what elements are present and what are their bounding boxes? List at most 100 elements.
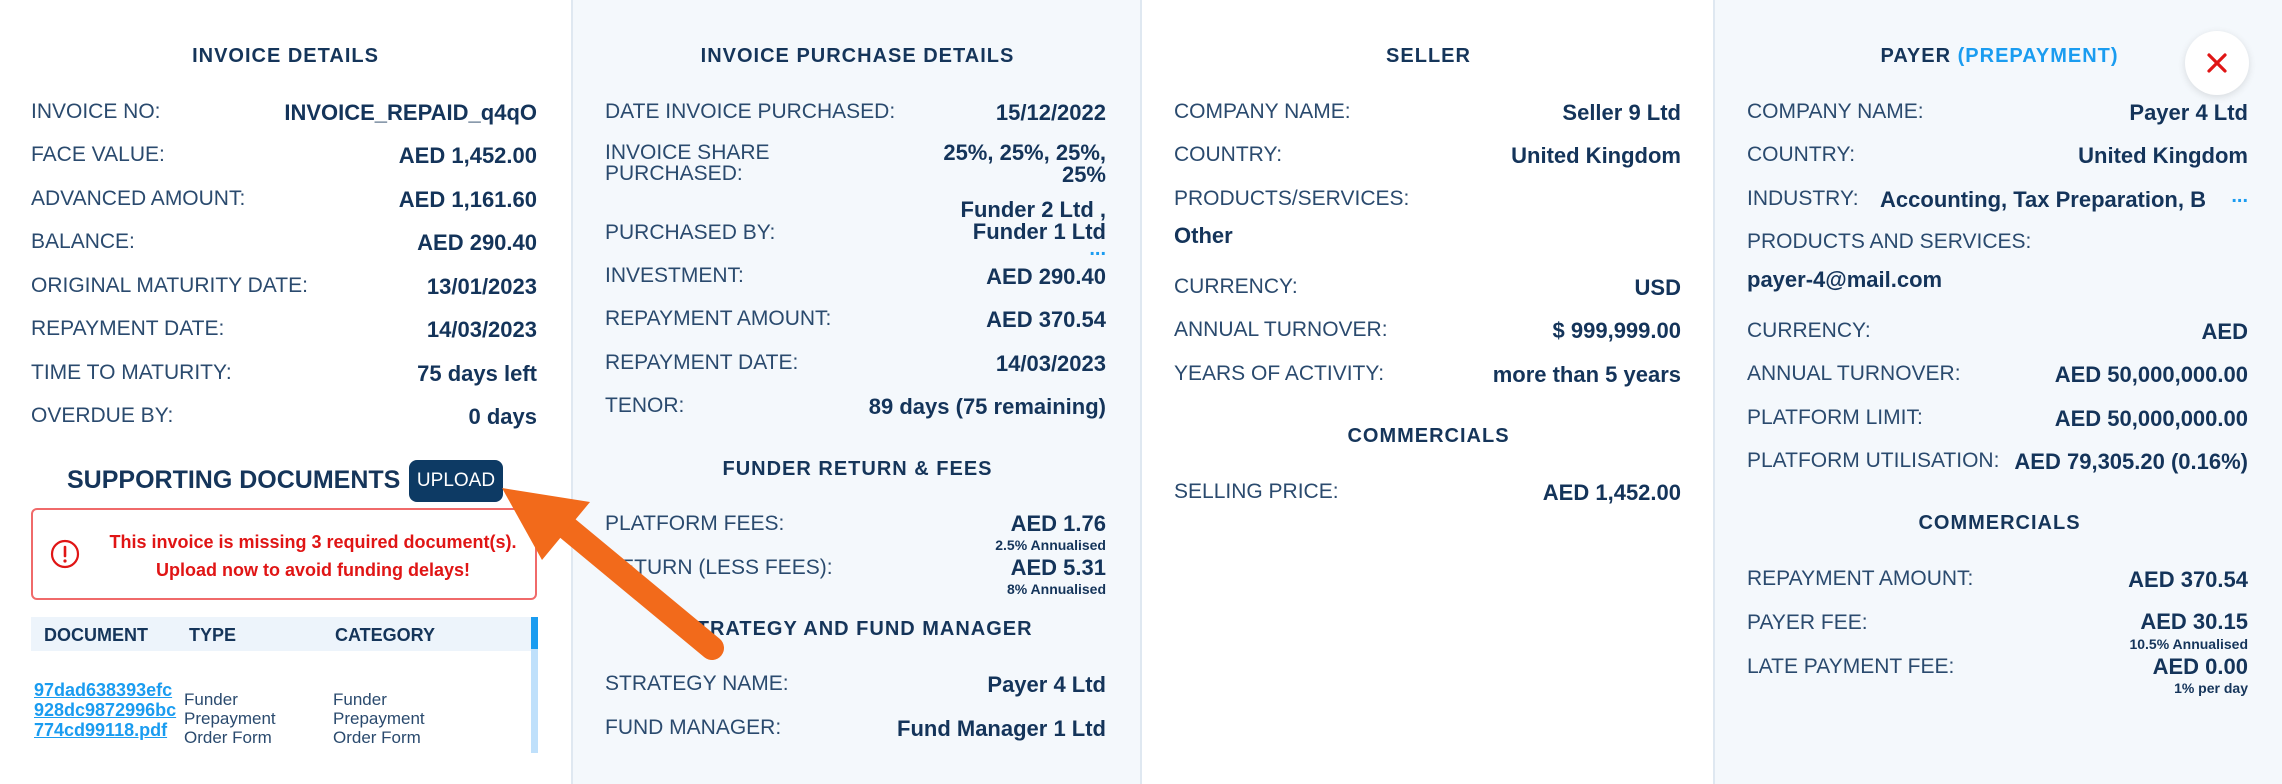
fund-manager-value: Fund Manager 1 Ltd (897, 716, 1106, 741)
time-to-maturity-value: 75 days left (417, 361, 537, 386)
seller-currency-label: CURRENCY: (1174, 275, 1298, 298)
invoice-details-panel: INVOICE DETAILS INVOICE NO: INVOICE_REPA… (0, 0, 571, 784)
seller-company-value: Seller 9 Ltd (1562, 100, 1681, 125)
advanced-amount-label: ADVANCED AMOUNT: (31, 187, 246, 210)
original-maturity-label: ORIGINAL MATURITY DATE: (31, 274, 308, 297)
tenor-label: TENOR: (605, 394, 685, 417)
seller-company-label: COMPANY NAME: (1174, 100, 1351, 123)
payer-repayment-value: AED 370.54 (2128, 567, 2248, 592)
invoice-details-title: INVOICE DETAILS (192, 45, 379, 67)
purchased-by-value: Funder 2 Ltd , Funder 1 Ltd (960, 197, 1106, 244)
time-to-maturity-label: TIME TO MATURITY: (31, 361, 232, 384)
platform-limit-value: AED 50,000,000.00 (2054, 406, 2248, 431)
documents-table-header: DOCUMENT TYPE CATEGORY (31, 617, 533, 651)
payer-title-accent: (PREPAYMENT) (1957, 45, 2119, 67)
payer-fee-value: AED 30.15 (2140, 609, 2248, 634)
seller-products-label: PRODUCTS/SERVICES: (1174, 187, 1410, 210)
missing-documents-alert: This invoice is missing 3 required docum… (31, 508, 537, 600)
document-link[interactable]: 97dad638393efc928dc9872996bc774cd99118.p… (34, 680, 177, 740)
seller-title: SELLER (1386, 45, 1471, 67)
tenor-value: 89 days (75 remaining) (868, 394, 1106, 419)
late-payment-fee-label: LATE PAYMENT FEE: (1747, 655, 1955, 678)
payer-title: PAYER (PREPAYMENT) (1715, 45, 2282, 68)
seller-panel: SELLER COMPANY NAME: Seller 9 Ltd COUNTR… (1140, 0, 1713, 784)
alert-line-2: Upload now to avoid funding delays! (156, 560, 470, 580)
funder-return-title: FUNDER RETURN & FEES (722, 458, 993, 480)
upload-button[interactable]: UPLOAD (409, 460, 503, 502)
document-category: Funder Prepayment Order Form (333, 690, 425, 747)
payer-repayment-label: REPAYMENT AMOUNT: (1747, 567, 1974, 590)
supporting-documents-title: SUPPORTING DOCUMENTS (67, 466, 401, 494)
return-value: AED 5.31 (1010, 555, 1106, 580)
payer-fee-annualised: 10.5% Annualised (2129, 636, 2248, 652)
date-purchased-label: DATE INVOICE PURCHASED: (605, 100, 896, 123)
payer-industry-more[interactable]: ... (2231, 185, 2248, 207)
seller-commercials-title: COMMERCIALS (1347, 425, 1510, 447)
late-payment-fee-rate: 1% per day (2174, 680, 2248, 696)
repayment-amount-value: AED 370.54 (986, 307, 1106, 332)
selling-price-value: AED 1,452.00 (1542, 480, 1681, 505)
overdue-by-value: 0 days (468, 404, 538, 429)
fund-manager-label: FUND MANAGER: (605, 716, 782, 739)
payer-products-value: payer-4@mail.com (1747, 267, 1943, 292)
invoice-no-value: INVOICE_REPAID_q4qO (284, 100, 537, 125)
strategy-name-value: Payer 4 Ltd (987, 672, 1106, 697)
face-value-label: FACE VALUE: (31, 143, 165, 166)
late-payment-fee-value: AED 0.00 (2152, 654, 2248, 679)
platform-utilisation-value: AED 79,305.20 (0.16%) (2014, 449, 2248, 474)
seller-currency-value: USD (1634, 275, 1681, 300)
payer-turnover-label: ANNUAL TURNOVER: (1747, 362, 1961, 385)
purchase-repayment-date-value: 14/03/2023 (995, 351, 1106, 376)
purchased-by-more[interactable]: ... (1089, 238, 1106, 260)
documents-scrollbar-thumb[interactable] (531, 617, 538, 649)
payer-turnover-value: AED 50,000,000.00 (2054, 362, 2248, 387)
payer-industry-value: Accounting, Tax Preparation, B (1880, 187, 2206, 212)
platform-utilisation-label: PLATFORM UTILISATION: (1747, 449, 2000, 472)
alert-icon (50, 539, 80, 569)
return-annualised: 8% Annualised (1006, 581, 1106, 597)
documents-scrollbar[interactable] (531, 617, 538, 753)
platform-fees-value: AED 1.76 (1010, 511, 1106, 536)
payer-country-label: COUNTRY: (1747, 143, 1856, 166)
payer-company-label: COMPANY NAME: (1747, 100, 1924, 123)
purchased-by-label: PURCHASED BY: (605, 221, 776, 244)
balance-value: AED 290.40 (417, 230, 537, 255)
seller-country-label: COUNTRY: (1174, 143, 1283, 166)
payer-company-value: Payer 4 Ltd (2129, 100, 2248, 125)
balance-label: BALANCE: (31, 230, 135, 253)
platform-fees-annualised: 2.5% Annualised (995, 537, 1106, 553)
payer-products-label: PRODUCTS AND SERVICES: (1747, 230, 2032, 253)
overdue-by-label: OVERDUE BY: (31, 404, 174, 427)
payer-commercials-title: COMMERCIALS (1918, 512, 2081, 534)
seller-products-value: Other (1174, 223, 1233, 248)
date-purchased-value: 15/12/2022 (995, 100, 1106, 125)
payer-panel: PAYER (PREPAYMENT) COMPANY NAME: Payer 4… (1713, 0, 2282, 784)
payer-title-text: PAYER (1880, 45, 1952, 67)
payer-currency-label: CURRENCY: (1747, 319, 1871, 342)
column-document: DOCUMENT (44, 625, 148, 645)
payer-industry-label: INDUSTRY: (1747, 187, 1859, 210)
purchase-details-panel: INVOICE PURCHASE DETAILS DATE INVOICE PU… (571, 0, 1140, 784)
repayment-date-label: REPAYMENT DATE: (31, 317, 225, 340)
return-label: RETURN (LESS FEES): (605, 556, 833, 579)
platform-limit-label: PLATFORM LIMIT: (1747, 406, 1923, 429)
seller-turnover-label: ANNUAL TURNOVER: (1174, 318, 1388, 341)
column-category: CATEGORY (335, 625, 436, 645)
repayment-amount-label: REPAYMENT AMOUNT: (605, 307, 832, 330)
purchase-repayment-date-label: REPAYMENT DATE: (605, 351, 799, 374)
repayment-date-value: 14/03/2023 (426, 317, 537, 342)
face-value-value: AED 1,452.00 (398, 143, 537, 168)
close-button[interactable] (2185, 31, 2249, 95)
seller-country-value: United Kingdom (1511, 143, 1681, 168)
invoice-no-label: INVOICE NO: (31, 100, 161, 123)
advanced-amount-value: AED 1,161.60 (398, 187, 537, 212)
strategy-title: STRATEGY AND FUND MANAGER (682, 618, 1033, 640)
share-purchased-label: INVOICE SHARE PURCHASED: (605, 141, 770, 185)
investment-value: AED 290.40 (986, 264, 1106, 289)
document-type: Funder Prepayment Order Form (184, 690, 276, 747)
seller-activity-label: YEARS OF ACTIVITY: (1174, 362, 1385, 385)
share-purchased-value: 25%, 25%, 25%, 25% (943, 140, 1106, 187)
purchase-details-title: INVOICE PURCHASE DETAILS (700, 45, 1015, 67)
strategy-name-label: STRATEGY NAME: (605, 672, 789, 695)
